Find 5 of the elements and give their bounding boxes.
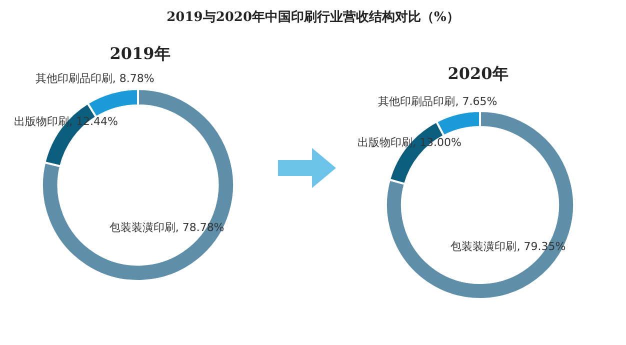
chart-subtitle: 2019年 bbox=[108, 44, 172, 65]
chart-subtitle: 2020年 bbox=[446, 64, 510, 85]
text: 2019与2020年中国印刷行业营收结构对比（%） bbox=[166, 9, 460, 26]
slice-label: 其他印刷品印刷, 7.65% bbox=[378, 94, 498, 109]
slice-label: 其他印刷品印刷, 8.78% bbox=[35, 72, 154, 86]
